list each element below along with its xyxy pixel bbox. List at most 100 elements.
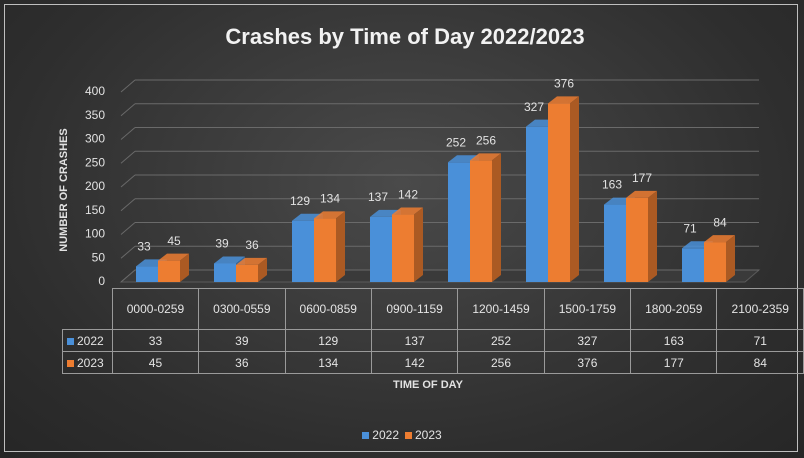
- bar: [626, 190, 657, 282]
- series-name: 2022: [77, 333, 104, 348]
- table-value: 137: [370, 329, 459, 352]
- y-tick-label: 0: [98, 274, 105, 288]
- y-tick-label: 100: [85, 227, 105, 241]
- data-label: 129: [290, 194, 310, 208]
- category-label: 1800-2059: [630, 288, 718, 330]
- data-label: 252: [446, 135, 466, 149]
- data-label: 33: [137, 239, 151, 253]
- bar-top: [392, 207, 423, 215]
- table-value: 33: [111, 329, 200, 352]
- y-tick-label: 350: [85, 108, 105, 122]
- bar: [236, 257, 267, 282]
- table-row: 2022 33 39 129 137 252 327 163 71: [62, 329, 804, 352]
- bar-top: [314, 211, 345, 219]
- bar-side: [414, 207, 423, 282]
- bar-front: [548, 103, 570, 283]
- table-header-row: 0000-0259 0300-0559 0600-0859 0900-1159 1200…: [63, 288, 804, 330]
- bar: [704, 235, 735, 282]
- table-value: 45: [111, 351, 200, 374]
- bar-front: [370, 216, 392, 282]
- series-swatch: [67, 359, 74, 367]
- bar-side: [726, 235, 735, 282]
- data-label: 327: [524, 100, 544, 114]
- table-value: 327: [543, 329, 632, 352]
- table-value: 163: [630, 329, 718, 352]
- grid-line-side: [120, 150, 136, 164]
- table-value: 39: [198, 329, 286, 352]
- y-tick-label: 50: [92, 250, 106, 264]
- grid-line-side: [120, 245, 136, 259]
- legend-swatch: [405, 432, 412, 439]
- table-value: 376: [543, 351, 632, 374]
- bar-side: [492, 153, 501, 282]
- bar-front: [136, 266, 158, 282]
- bar-side: [258, 257, 267, 282]
- bar: [314, 211, 345, 282]
- bar-top: [626, 190, 657, 198]
- bar-front: [392, 214, 414, 282]
- bar: [392, 207, 423, 282]
- category-label: 1200-1459: [457, 288, 545, 330]
- table-value: 256: [457, 351, 545, 374]
- bar-front: [158, 260, 180, 282]
- data-label: 45: [167, 234, 181, 248]
- y-tick-label: 250: [85, 155, 105, 169]
- bar-top: [548, 96, 579, 104]
- grid-line-side: [120, 174, 136, 188]
- bar-front: [448, 162, 470, 282]
- x-axis-label: TIME OF DAY: [393, 379, 464, 391]
- bar-top: [214, 256, 245, 264]
- y-tick-label: 400: [85, 84, 105, 98]
- legend: 2022 2023: [0, 428, 804, 442]
- data-label: 71: [683, 221, 697, 235]
- table-value: 177: [630, 351, 718, 374]
- legend-label: 2022: [372, 428, 399, 442]
- grid-line-side: [120, 222, 136, 235]
- table-value: 71: [716, 329, 804, 352]
- data-label: 256: [476, 134, 496, 148]
- legend-item: 2023: [405, 428, 442, 442]
- y-tick-label: 150: [85, 203, 105, 217]
- grid-line-side: [120, 79, 136, 93]
- legend-label: 2023: [415, 428, 442, 442]
- table-value: 142: [370, 351, 459, 374]
- series-name: 2023: [77, 355, 104, 370]
- series-label: 2022: [62, 329, 113, 352]
- bar-side: [570, 96, 579, 283]
- bar-front: [214, 263, 236, 282]
- legend-swatch: [362, 432, 370, 439]
- grid-line-side: [120, 198, 136, 212]
- bar: [548, 96, 579, 283]
- y-tick-label: 200: [85, 179, 105, 193]
- data-label: 39: [215, 237, 229, 251]
- bar-side: [648, 190, 657, 282]
- grid-line-side: [120, 103, 136, 117]
- category-label: 1500-1759: [543, 288, 632, 330]
- category-label: 0600-0859: [284, 288, 372, 330]
- table-value: 84: [716, 351, 804, 374]
- category-label: 0300-0559: [198, 288, 286, 330]
- category-label: 0000-0259: [111, 288, 200, 330]
- table-value: 252: [457, 329, 545, 352]
- series-label: 2023: [62, 351, 113, 374]
- bar-top: [236, 257, 267, 265]
- bar: [470, 153, 501, 282]
- table-value: 134: [284, 351, 372, 374]
- y-tick-label: 300: [85, 132, 105, 146]
- series-swatch: [67, 337, 74, 345]
- data-label: 137: [368, 190, 388, 204]
- table-corner: [63, 289, 113, 330]
- chart-frame: [4, 4, 798, 452]
- data-label: 134: [320, 192, 340, 206]
- data-label: 163: [602, 178, 622, 192]
- table-value: 36: [198, 351, 286, 374]
- data-label: 376: [554, 77, 574, 91]
- bar-front: [626, 197, 648, 282]
- legend-item: 2022: [362, 428, 399, 442]
- category-label: 0900-1159: [370, 288, 459, 330]
- bar-top: [704, 235, 735, 243]
- y-axis-label: NUMBER OF CRASHES: [58, 128, 70, 251]
- category-label: 2100-2359: [716, 288, 804, 330]
